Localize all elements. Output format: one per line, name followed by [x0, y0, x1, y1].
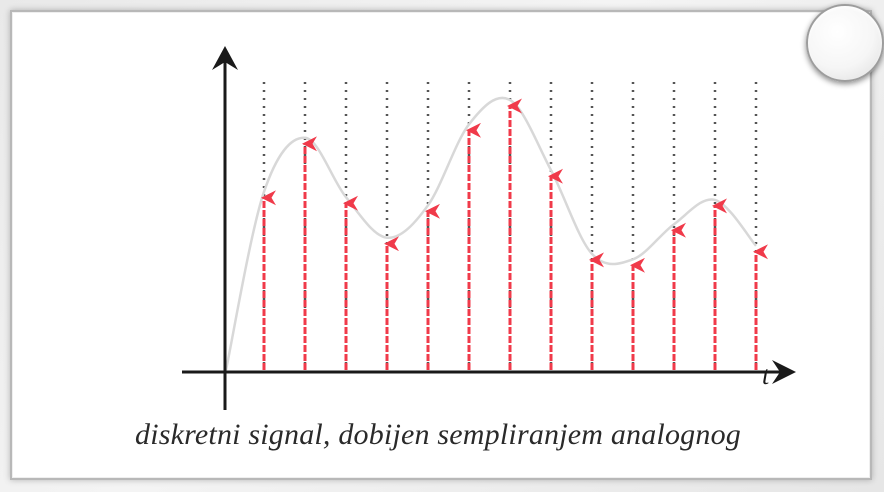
x-axis-label: t: [762, 361, 770, 390]
corner-circle-ornament: [806, 4, 884, 82]
y-axis: [212, 46, 238, 410]
sample-arrows: [261, 98, 768, 370]
x-axis-arrowhead: [772, 360, 796, 384]
analog-signal-curve: [224, 96, 757, 371]
x-axis: [182, 360, 796, 384]
y-axis-arrowhead: [212, 46, 238, 70]
figure-caption: diskretni signal, dobijen sempliranjem a…: [135, 418, 741, 451]
figure-panel: [10, 10, 872, 480]
